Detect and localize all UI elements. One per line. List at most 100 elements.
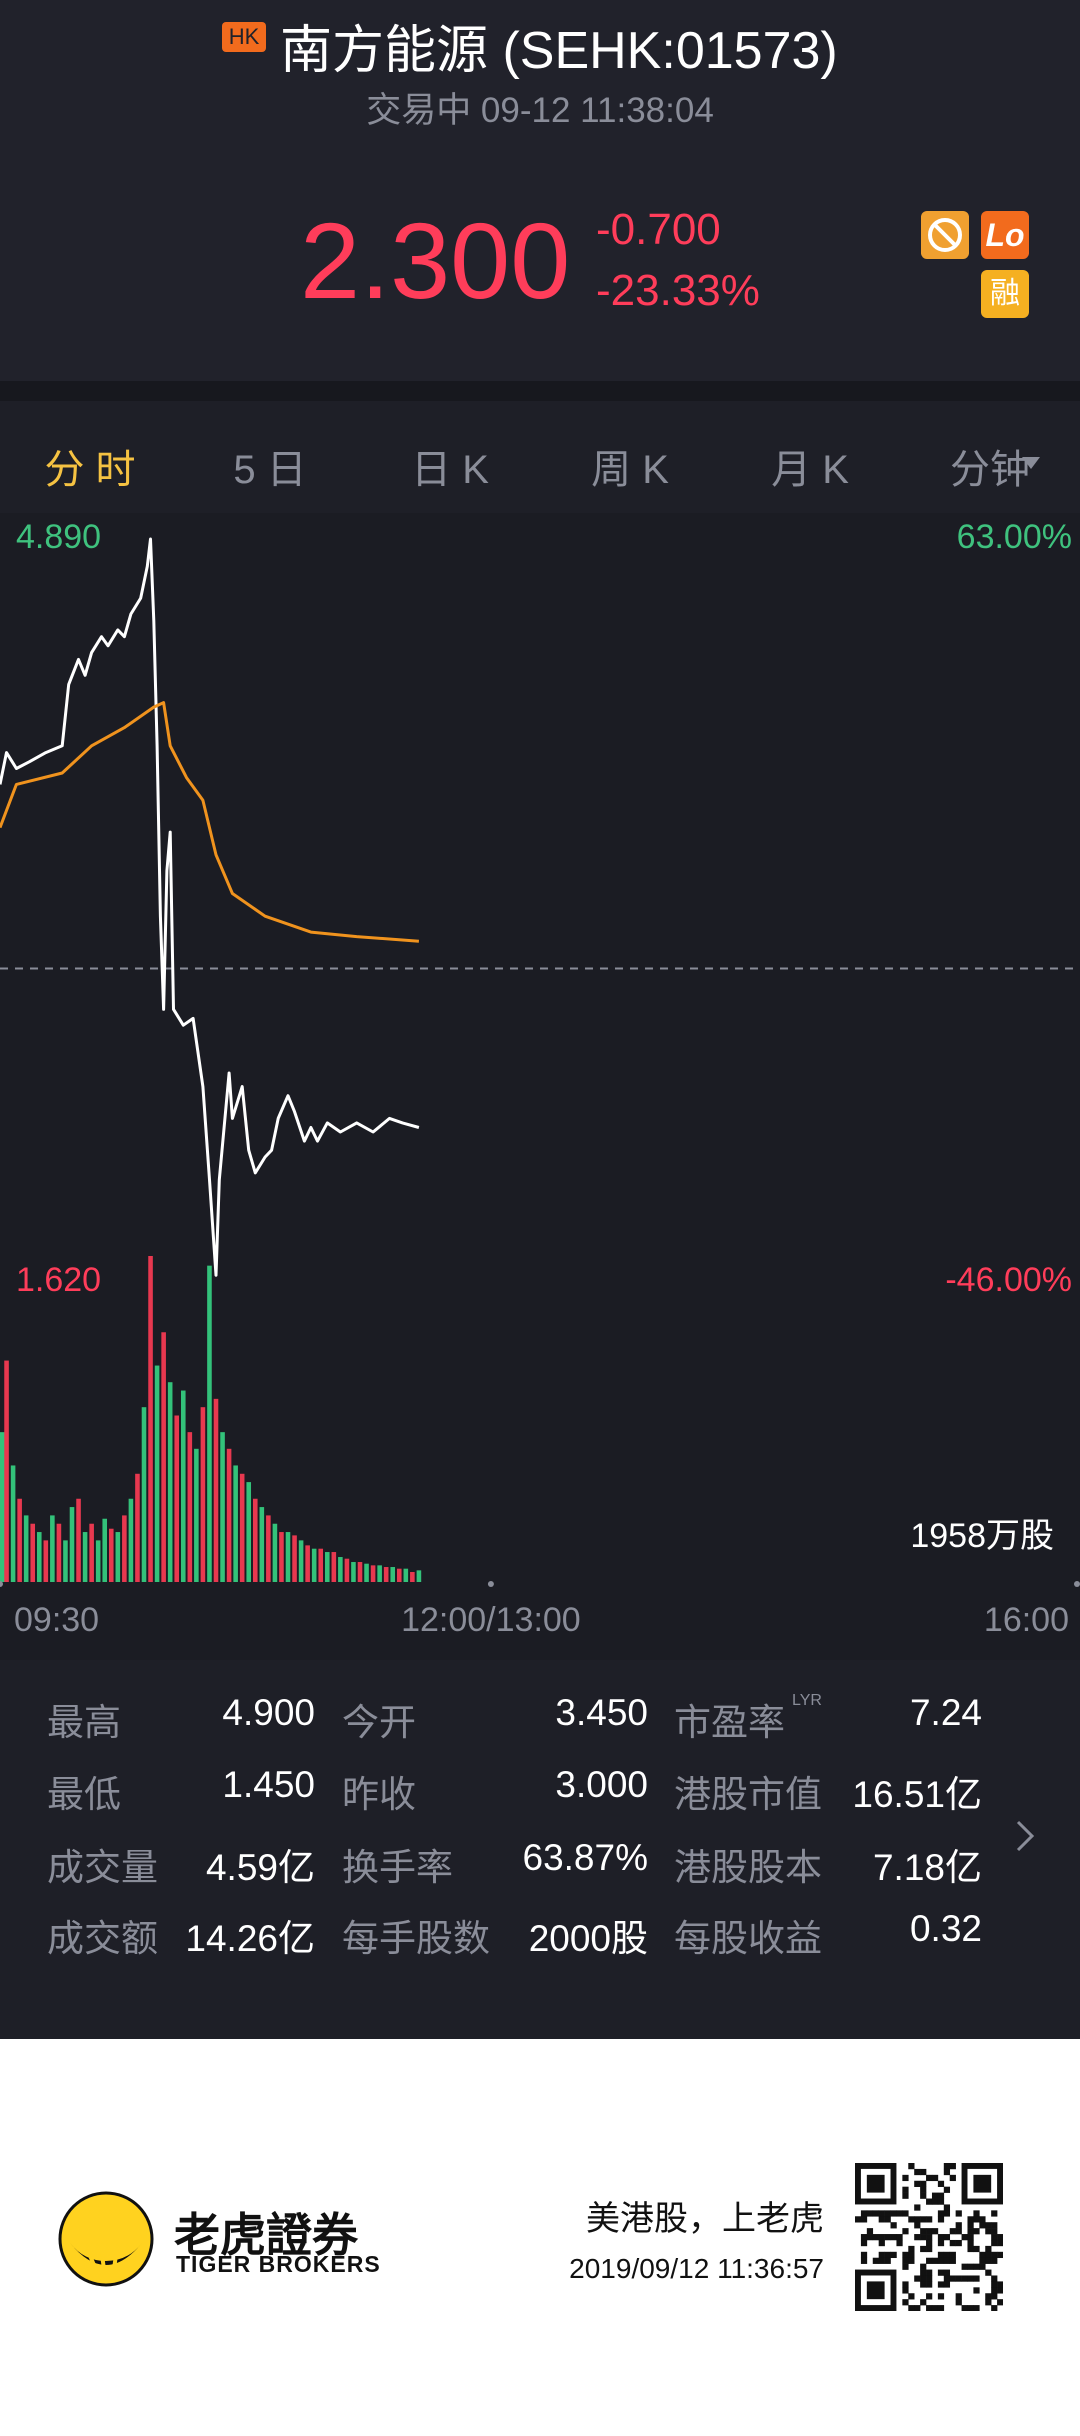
volume-bar [318, 1548, 324, 1582]
qr-module [967, 2216, 974, 2223]
stat-label: 最低 [47, 1774, 121, 1815]
qr-module [914, 2234, 921, 2241]
volume-bar [383, 1567, 389, 1582]
stat-value: 63.87% [522, 1837, 649, 1878]
qr-module [997, 2281, 1003, 2288]
qr-module [860, 2239, 868, 2247]
stats-panel: 最高 4.900 今开 3.450 市盈率 LYR 7.24 最低 1.450 昨收 3.000 港股… [0, 1660, 1080, 2039]
qr-module [967, 2228, 974, 2235]
volume-bar [324, 1552, 330, 1582]
qr-module [955, 2210, 962, 2217]
volume-bar [76, 1498, 81, 1582]
volume-bar [266, 1515, 271, 1582]
qr-module [985, 2257, 992, 2264]
volume-max-label: 1958万股 [910, 1517, 1054, 1555]
volume-bar [390, 1567, 396, 1582]
dropdown-caret[interactable] [1022, 457, 1040, 469]
qr-module [896, 2210, 903, 2217]
volume-bar [252, 1498, 258, 1582]
qr-module [991, 2234, 998, 2241]
qr-module [991, 2275, 998, 2282]
qr-module [985, 2245, 992, 2253]
last-price: 2.300 [300, 200, 571, 321]
qr-module [997, 2287, 1003, 2294]
volume-bar [226, 1448, 232, 1582]
qr-module [991, 2251, 998, 2259]
badge-lo: Lo [981, 211, 1029, 259]
qr-module [937, 2251, 945, 2259]
tab[interactable]: 日 K [411, 448, 489, 492]
volume-bar [285, 1532, 291, 1582]
qr-module [902, 2263, 909, 2270]
brand-name: 老虎證券 [174, 2209, 358, 2261]
qr-module [920, 2281, 927, 2288]
qr-module [878, 2210, 885, 2217]
qr-module [973, 2228, 980, 2235]
qr-module [943, 2257, 951, 2264]
more-arrow[interactable] [1014, 1816, 1038, 1856]
qr-module [937, 2257, 945, 2264]
volume-bar [141, 1407, 147, 1582]
qr-module [920, 2192, 927, 2199]
volume-bar [338, 1557, 343, 1582]
volume-bar [279, 1532, 284, 1582]
volume-bar [292, 1535, 297, 1582]
tab-bar: 分 时 5 日 日 K 周 K 月 K 分钟 [0, 401, 1080, 513]
volume-bar [239, 1473, 245, 1582]
qr-module [890, 2222, 897, 2229]
qr-module [937, 2269, 945, 2276]
qr-module [860, 2210, 868, 2217]
tab[interactable]: 分 时 [44, 448, 136, 492]
qr-module [866, 2234, 874, 2241]
volume-bar [135, 1473, 140, 1582]
volume-bar [396, 1568, 402, 1582]
x-tick-mark [0, 1581, 3, 1587]
qr-module [949, 2228, 956, 2235]
qr-module [884, 2257, 891, 2264]
qr-module [890, 2251, 897, 2259]
qr-module [878, 2234, 885, 2241]
brand-logo [58, 2191, 154, 2287]
x-tick-label: 16:00 [984, 1601, 1069, 1639]
qr-module [914, 2168, 921, 2176]
qr-module [908, 2245, 915, 2253]
volume-bar [128, 1498, 134, 1582]
qr-module [931, 2228, 939, 2235]
tab[interactable]: 周 K [591, 448, 669, 492]
qr-module [902, 2210, 909, 2217]
tab[interactable]: 分钟 [950, 448, 1030, 492]
qr-module [949, 2251, 956, 2259]
stat-label-sup: LYR [792, 1692, 822, 1709]
qr-module [967, 2239, 974, 2247]
qr-module [926, 2281, 933, 2288]
qr-module [914, 2180, 921, 2187]
badge-margin: 融 [981, 270, 1029, 318]
qr-module [979, 2257, 986, 2264]
qr-module [949, 2174, 956, 2182]
qr-module [937, 2293, 945, 2300]
qr-module [973, 2245, 980, 2253]
qr-module [961, 2234, 968, 2241]
volume-bar [272, 1523, 278, 1582]
qr-module [973, 2263, 980, 2270]
volume-bar [331, 1552, 337, 1582]
tab[interactable]: 月 K [771, 448, 849, 492]
qr-module [884, 2234, 891, 2241]
qr-module [961, 2305, 968, 2311]
qr-module [931, 2192, 939, 2199]
qr-module [920, 2186, 927, 2193]
volume-bar [102, 1518, 108, 1582]
qr-module [884, 2216, 891, 2223]
qr-module [955, 2293, 962, 2300]
qr-module [955, 2239, 962, 2247]
qr-module [985, 2269, 992, 2276]
qr-module [943, 2269, 951, 2276]
volume-bar [246, 1482, 252, 1582]
qr-module [914, 2222, 921, 2229]
qr-module [985, 2251, 992, 2259]
tab[interactable]: 5 日 [233, 448, 307, 492]
qr-module [943, 2275, 951, 2282]
qr-module [937, 2210, 945, 2217]
qr-module [949, 2275, 956, 2282]
volume-bar [154, 1365, 160, 1582]
